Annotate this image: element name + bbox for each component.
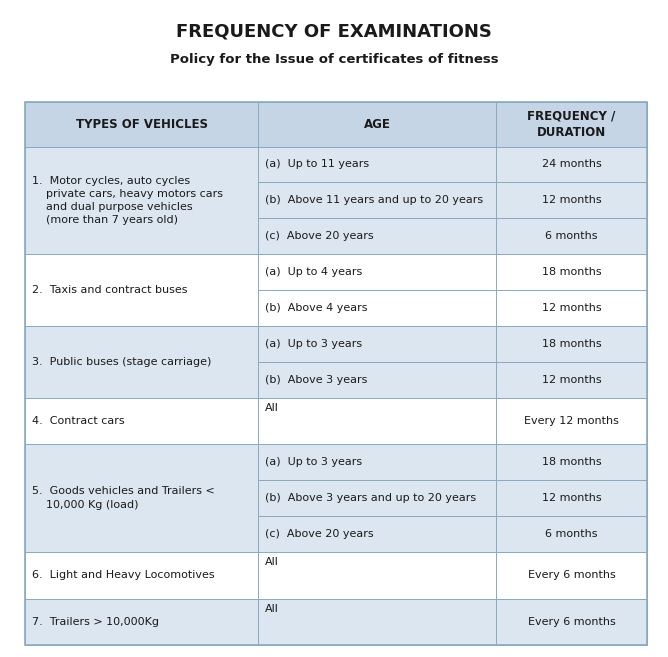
Text: 18 months: 18 months <box>542 339 601 349</box>
Bar <box>496 218 647 254</box>
Bar <box>496 290 647 326</box>
Bar <box>259 362 496 397</box>
Bar <box>259 599 496 645</box>
Bar <box>259 102 496 147</box>
Text: (c)  Above 20 years: (c) Above 20 years <box>265 231 373 241</box>
Bar <box>25 326 259 397</box>
Text: (b)  Above 3 years: (b) Above 3 years <box>265 374 367 385</box>
Bar <box>496 362 647 397</box>
Text: 6 months: 6 months <box>545 231 598 241</box>
Text: TYPES OF VEHICLES: TYPES OF VEHICLES <box>76 118 208 131</box>
Text: FREQUENCY OF EXAMINATIONS: FREQUENCY OF EXAMINATIONS <box>176 23 492 41</box>
Text: 24 months: 24 months <box>542 160 601 170</box>
Bar <box>259 326 496 362</box>
Bar <box>496 254 647 290</box>
Bar <box>496 326 647 362</box>
Bar <box>496 516 647 552</box>
Bar <box>496 444 647 480</box>
Text: Every 6 months: Every 6 months <box>528 617 615 627</box>
Bar <box>259 147 496 183</box>
Text: (c)  Above 20 years: (c) Above 20 years <box>265 529 373 539</box>
Bar <box>496 480 647 516</box>
Bar <box>259 397 496 444</box>
Bar <box>259 254 496 290</box>
Text: Every 6 months: Every 6 months <box>528 570 615 580</box>
Text: All: All <box>265 557 279 567</box>
Bar <box>25 552 259 599</box>
Text: All: All <box>265 604 279 614</box>
Bar <box>259 444 496 480</box>
Bar <box>496 102 647 147</box>
Text: 12 months: 12 months <box>542 195 601 206</box>
Text: 1.  Motor cycles, auto cycles
    private cars, heavy motors cars
    and dual p: 1. Motor cycles, auto cycles private car… <box>32 175 223 225</box>
Bar <box>25 102 647 645</box>
Bar <box>25 599 259 645</box>
Text: 3.  Public buses (stage carriage): 3. Public buses (stage carriage) <box>32 357 212 367</box>
Text: (a)  Up to 3 years: (a) Up to 3 years <box>265 457 362 467</box>
Bar <box>496 147 647 183</box>
Text: Policy for the Issue of certificates of fitness: Policy for the Issue of certificates of … <box>170 53 498 66</box>
Bar <box>259 552 496 599</box>
Text: (a)  Up to 11 years: (a) Up to 11 years <box>265 160 369 170</box>
Text: Every 12 months: Every 12 months <box>524 416 619 426</box>
Text: AGE: AGE <box>364 118 391 131</box>
Bar <box>259 290 496 326</box>
Text: (b)  Above 11 years and up to 20 years: (b) Above 11 years and up to 20 years <box>265 195 483 206</box>
Text: FREQUENCY /
DURATION: FREQUENCY / DURATION <box>527 110 616 139</box>
Text: 7.  Trailers > 10,000Kg: 7. Trailers > 10,000Kg <box>32 617 159 627</box>
Text: 12 months: 12 months <box>542 374 601 385</box>
Text: 5.  Goods vehicles and Trailers <
    10,000 Kg (load): 5. Goods vehicles and Trailers < 10,000 … <box>32 486 215 510</box>
Bar <box>496 397 647 444</box>
Text: 6 months: 6 months <box>545 529 598 539</box>
Text: (b)  Above 4 years: (b) Above 4 years <box>265 303 367 313</box>
Text: 12 months: 12 months <box>542 493 601 503</box>
Text: All: All <box>265 403 279 413</box>
Bar <box>25 397 259 444</box>
Bar <box>496 599 647 645</box>
Bar <box>259 218 496 254</box>
Text: (a)  Up to 3 years: (a) Up to 3 years <box>265 339 362 349</box>
Bar <box>259 516 496 552</box>
Text: 2.  Taxis and contract buses: 2. Taxis and contract buses <box>32 285 188 295</box>
Text: 18 months: 18 months <box>542 267 601 277</box>
Bar <box>25 254 259 326</box>
Text: (a)  Up to 4 years: (a) Up to 4 years <box>265 267 362 277</box>
Text: 6.  Light and Heavy Locomotives: 6. Light and Heavy Locomotives <box>32 570 214 580</box>
Bar <box>496 552 647 599</box>
Bar <box>259 183 496 218</box>
Bar <box>25 147 259 254</box>
Bar <box>496 183 647 218</box>
Bar <box>25 102 259 147</box>
Text: 18 months: 18 months <box>542 457 601 467</box>
Bar <box>259 480 496 516</box>
Text: 4.  Contract cars: 4. Contract cars <box>32 416 125 426</box>
Bar <box>25 444 259 552</box>
Text: (b)  Above 3 years and up to 20 years: (b) Above 3 years and up to 20 years <box>265 493 476 503</box>
Text: 12 months: 12 months <box>542 303 601 313</box>
